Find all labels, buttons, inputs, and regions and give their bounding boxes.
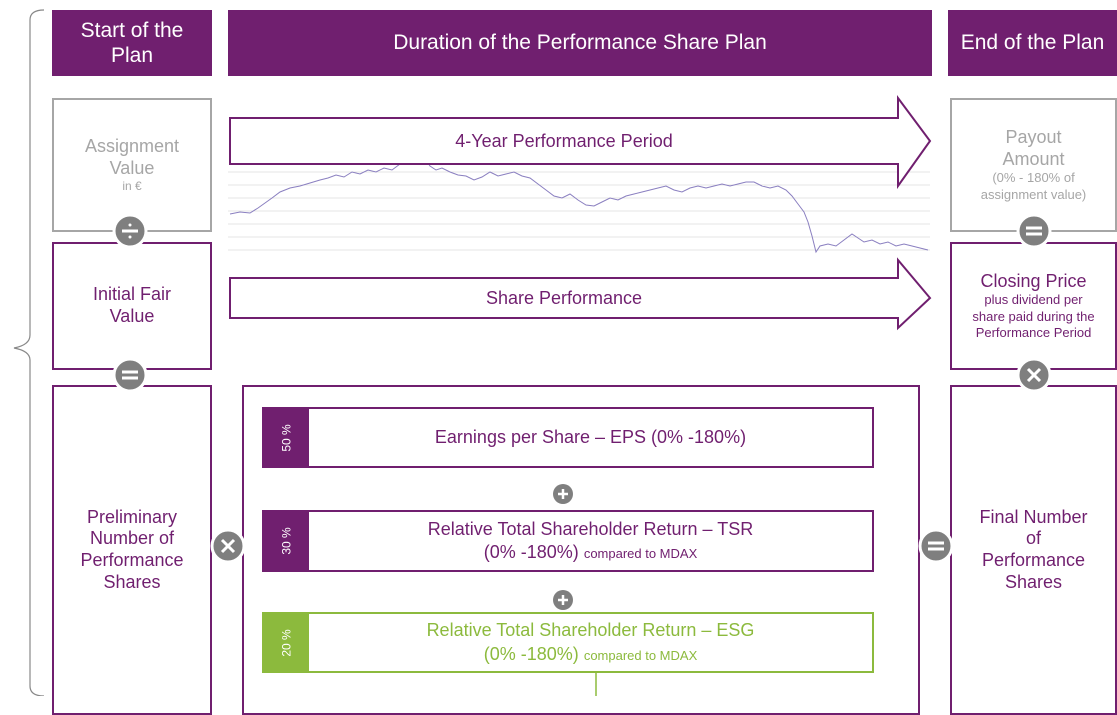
plus-icon (553, 590, 573, 610)
page: Start of the Plan Duration of the Perfor… (13, 9, 1117, 715)
closing-box: Closing Price plus dividend per share pa… (950, 242, 1117, 370)
kpi-tsr: 30 % Relative Total Shareholder Return –… (262, 510, 874, 572)
assignment-title: Assignment Value (84, 135, 180, 178)
kpi-title: Relative Total Shareholder Return – ESG (426, 620, 755, 641)
final-title: Final Number of Performance Shares (979, 506, 1088, 592)
assignment-note: in € (122, 179, 142, 194)
period-label: 4-Year Performance Period (455, 130, 673, 151)
kpi-note: compared to MDAX (583, 546, 698, 561)
kpi-note: compared to MDAX (583, 647, 698, 663)
kpi-range: (0% -180%) (483, 542, 579, 562)
payout-title: Payout Amount (1002, 127, 1065, 169)
share-price-line (229, 156, 929, 254)
bracket (13, 9, 45, 696)
arrow-period (229, 94, 932, 190)
kpi-range: (0% -180%) (483, 643, 579, 664)
payout-note: (0% - 180% of assignment value) (980, 170, 1087, 202)
equals-icon (918, 528, 954, 564)
kpi-eps: 50 % Earnings per Share – EPS (0% -180%) (262, 407, 874, 468)
times-icon (210, 528, 246, 564)
divide-icon (112, 213, 148, 249)
closing-note: plus dividend per share paid during the … (972, 292, 1095, 340)
preliminary-title: Preliminary Number of Performance Shares (80, 506, 184, 592)
plus-icon (553, 484, 573, 504)
closing-title: Closing Price (980, 270, 1087, 291)
kpi-title: Relative Total Shareholder Return – TSR (427, 518, 754, 539)
header-start: Start of the Plan (52, 10, 212, 76)
equals-icon (1016, 213, 1052, 249)
times-icon (1016, 357, 1052, 393)
decor (13, 9, 932, 696)
header-duration: Duration of the Performance Share Plan (228, 10, 932, 76)
arrow-performance (229, 257, 932, 331)
kpi-esg: 20 % Relative Total Shareholder Return –… (262, 612, 874, 673)
equals-icon (112, 357, 148, 393)
performance-label: Share Performance (485, 287, 643, 308)
chart-grid (228, 171, 930, 251)
fair-value-title: Initial Fair Value (92, 284, 172, 326)
header-end: End of the Plan (948, 10, 1117, 76)
operators (112, 213, 1052, 610)
kpi-title: Earnings per Share – EPS (0% -180%) (434, 426, 747, 447)
